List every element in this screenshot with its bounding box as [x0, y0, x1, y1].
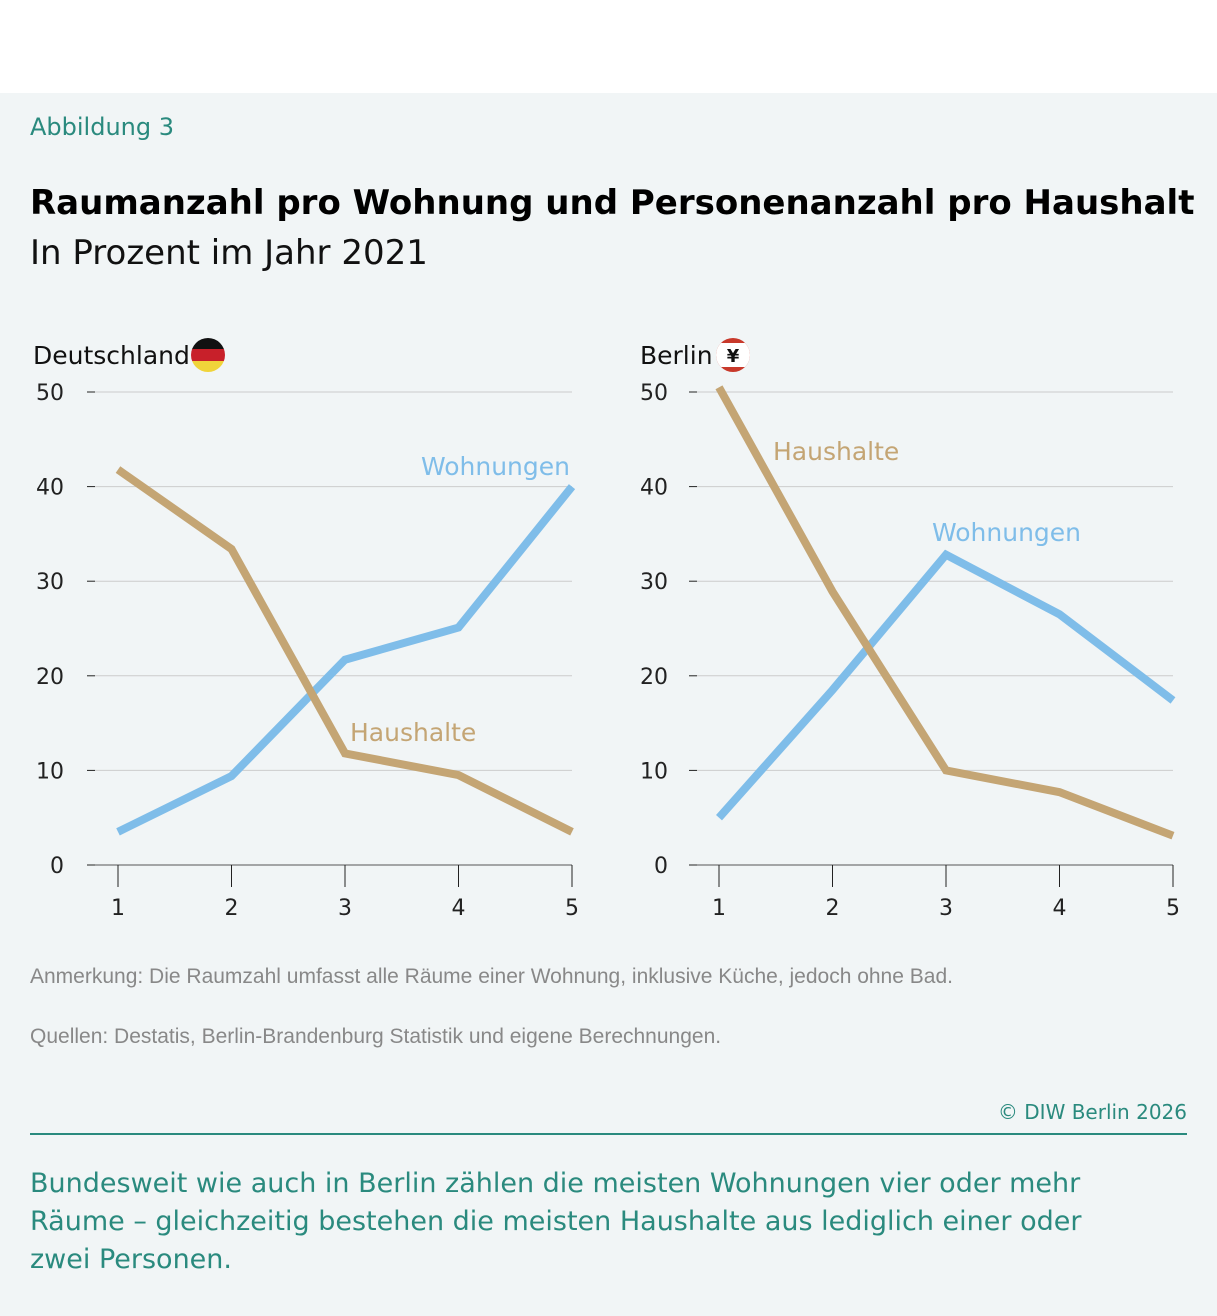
chart-panel-deutschland: Deutschland 0 10 20 30 40 50 1 2 3 4 5 Wohnungen Haus… — [33, 338, 579, 921]
series-line-haushalte — [115, 466, 574, 836]
series-label: Wohnungen — [932, 518, 1081, 547]
flag-stripe — [191, 349, 225, 361]
y-tick-label: 40 — [36, 476, 64, 501]
berlin-flag-icon: ¥ — [716, 338, 750, 372]
chart-title: Raumanzahl pro Wohnung und Personenanzah… — [30, 183, 1195, 223]
y-tick-label: 30 — [36, 570, 64, 595]
series-label: Wohnungen — [421, 452, 570, 481]
y-tick-label: 50 — [36, 381, 64, 406]
figure-panel: Abbildung 3 Raumanzahl pro Wohnung und P… — [0, 93, 1217, 1316]
sources: Quellen: Destatis, Berlin-Brandenburg St… — [30, 1025, 722, 1048]
x-tick-label: 3 — [939, 896, 953, 921]
germany-flag-icon — [191, 338, 225, 372]
series-label: Haushalte — [350, 718, 476, 747]
chart-subtitle: In Prozent im Jahr 2021 — [30, 233, 428, 273]
x-tick-label: 4 — [1053, 896, 1067, 921]
x-tick-label: 5 — [1166, 896, 1180, 921]
note: Anmerkung: Die Raumzahl umfasst alle Räu… — [30, 965, 953, 988]
y-tick-label: 20 — [36, 665, 64, 690]
y-tick-label: 0 — [654, 854, 668, 879]
flag-stripe — [191, 338, 225, 350]
x-tick-label: 2 — [225, 896, 239, 921]
figure-label: Abbildung 3 — [30, 113, 175, 141]
summary-text: Bundesweit wie auch in Berlin zählen die… — [30, 1168, 1082, 1275]
y-tick-label: 10 — [36, 759, 64, 784]
y-tick-label: 0 — [50, 854, 64, 879]
y-tick-label: 20 — [640, 665, 668, 690]
copyright: © DIW Berlin 2026 — [997, 1100, 1187, 1124]
flag-white — [716, 343, 750, 367]
chart-panel-berlin: Berlin ¥0 10 20 30 40 50 1 2 3 4 5 Wohnungen Haushalt… — [640, 338, 1180, 921]
flag-stripe — [191, 361, 225, 372]
y-tick-label: 50 — [640, 381, 668, 406]
x-tick-label: 3 — [338, 896, 352, 921]
series-label: Haushalte — [773, 437, 899, 466]
panel-title: Berlin — [640, 341, 713, 370]
x-tick-label: 1 — [712, 896, 726, 921]
y-tick-label: 10 — [640, 759, 668, 784]
y-tick-label: 40 — [640, 476, 668, 501]
x-tick-label: 2 — [826, 896, 840, 921]
bear-icon: ¥ — [727, 346, 740, 367]
x-tick-label: 1 — [111, 896, 125, 921]
series-line-wohnungen — [716, 549, 1176, 821]
x-tick-label: 5 — [565, 896, 579, 921]
y-tick-label: 30 — [640, 570, 668, 595]
divider — [30, 1133, 1187, 1135]
panel-title: Deutschland — [33, 341, 190, 370]
series-line-wohnungen — [116, 484, 576, 836]
x-tick-label: 4 — [452, 896, 466, 921]
